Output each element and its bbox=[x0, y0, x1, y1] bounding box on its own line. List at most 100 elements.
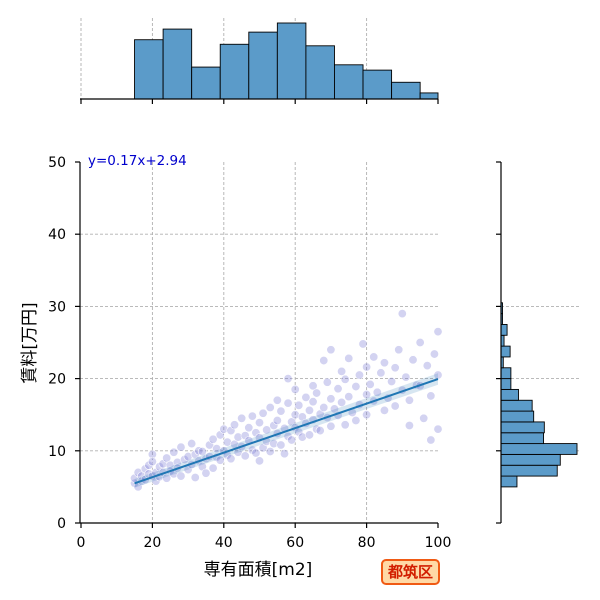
hist-bar bbox=[500, 399, 533, 412]
data-point bbox=[162, 453, 172, 463]
data-point bbox=[276, 406, 286, 416]
hist-bar bbox=[162, 28, 193, 100]
hist-bar bbox=[500, 324, 508, 336]
axes bbox=[75, 98, 502, 528]
data-point bbox=[265, 447, 275, 457]
ward-badge: 都筑区 bbox=[381, 559, 441, 585]
data-point bbox=[240, 431, 250, 441]
data-point bbox=[404, 395, 414, 405]
data-point bbox=[365, 379, 375, 389]
hist-bar bbox=[219, 43, 250, 100]
x-tick-label: 100 bbox=[425, 535, 452, 551]
data-point bbox=[415, 337, 425, 347]
data-point bbox=[147, 449, 157, 459]
data-point bbox=[297, 432, 307, 442]
data-point bbox=[337, 397, 347, 407]
data-point bbox=[155, 462, 165, 472]
data-point bbox=[194, 446, 204, 456]
data-point bbox=[354, 370, 364, 380]
x-axis-label: 専有面積[m2] bbox=[204, 560, 313, 580]
data-point bbox=[294, 400, 304, 410]
hist-bar bbox=[500, 410, 535, 423]
y-tick-labels: 0 10 20 30 40 50 bbox=[48, 155, 66, 532]
data-point bbox=[215, 455, 225, 465]
data-point bbox=[290, 410, 300, 420]
data-point bbox=[397, 309, 407, 319]
y-tick-label: 10 bbox=[48, 444, 66, 460]
data-point bbox=[276, 440, 286, 450]
hist-bar bbox=[500, 388, 519, 401]
data-point bbox=[315, 426, 325, 436]
hist-bar bbox=[391, 81, 421, 100]
hist-bar bbox=[419, 92, 439, 100]
data-point bbox=[369, 352, 379, 362]
regression-equation: y=0.17x+2.94 bbox=[88, 153, 187, 169]
data-point bbox=[180, 454, 190, 464]
y-marginal-histogram bbox=[500, 302, 578, 488]
data-point bbox=[147, 457, 157, 467]
data-point bbox=[433, 327, 443, 337]
data-point bbox=[258, 408, 268, 418]
data-point bbox=[333, 384, 343, 394]
data-point bbox=[404, 421, 414, 431]
data-point bbox=[426, 391, 436, 401]
y-tick-label: 30 bbox=[48, 299, 66, 315]
hist-bar bbox=[500, 453, 561, 466]
x-tick-label: 40 bbox=[215, 535, 233, 551]
data-point bbox=[290, 384, 300, 394]
data-point bbox=[162, 473, 172, 483]
data-point bbox=[312, 388, 322, 398]
data-point bbox=[308, 381, 318, 391]
data-point bbox=[226, 454, 236, 464]
data-point bbox=[265, 402, 275, 412]
data-point bbox=[304, 405, 314, 415]
data-point bbox=[183, 452, 193, 462]
data-point bbox=[190, 473, 200, 483]
x-tick-label: 60 bbox=[286, 535, 304, 551]
data-point bbox=[362, 389, 372, 399]
data-point bbox=[208, 434, 218, 444]
data-point bbox=[272, 415, 282, 425]
data-point bbox=[312, 424, 322, 434]
data-point bbox=[433, 424, 443, 434]
hist-bar bbox=[500, 475, 518, 488]
data-point bbox=[426, 435, 436, 445]
data-point bbox=[344, 353, 354, 363]
data-point bbox=[379, 405, 389, 415]
y-tick-label: 0 bbox=[57, 516, 66, 532]
data-point bbox=[322, 377, 332, 387]
data-point bbox=[376, 368, 386, 378]
data-point bbox=[337, 366, 347, 376]
hist-bar bbox=[500, 464, 558, 477]
data-point bbox=[237, 413, 247, 423]
x-tick-label: 0 bbox=[77, 535, 86, 551]
y-tick-label: 50 bbox=[48, 155, 66, 171]
data-point bbox=[319, 402, 329, 412]
data-point bbox=[283, 431, 293, 441]
data-point bbox=[326, 345, 336, 355]
regression-line bbox=[134, 378, 439, 485]
data-point bbox=[226, 426, 236, 436]
data-point bbox=[287, 435, 297, 445]
hist-bar bbox=[134, 39, 164, 100]
data-point bbox=[340, 374, 350, 384]
data-point bbox=[358, 339, 368, 349]
data-point bbox=[287, 417, 297, 427]
x-tick-label: 80 bbox=[358, 535, 376, 551]
data-point bbox=[301, 392, 311, 402]
hist-bar bbox=[305, 45, 335, 100]
data-point bbox=[351, 415, 361, 425]
data-point bbox=[208, 463, 218, 473]
data-point bbox=[272, 395, 282, 405]
data-point bbox=[344, 392, 354, 402]
hist-bar bbox=[500, 443, 578, 455]
data-point bbox=[379, 358, 389, 368]
data-point bbox=[176, 471, 186, 481]
data-point bbox=[169, 447, 179, 457]
data-point bbox=[251, 448, 261, 458]
data-point bbox=[419, 413, 429, 423]
data-point bbox=[262, 425, 272, 435]
hist-bar bbox=[276, 22, 307, 100]
hist-bar bbox=[191, 66, 221, 100]
